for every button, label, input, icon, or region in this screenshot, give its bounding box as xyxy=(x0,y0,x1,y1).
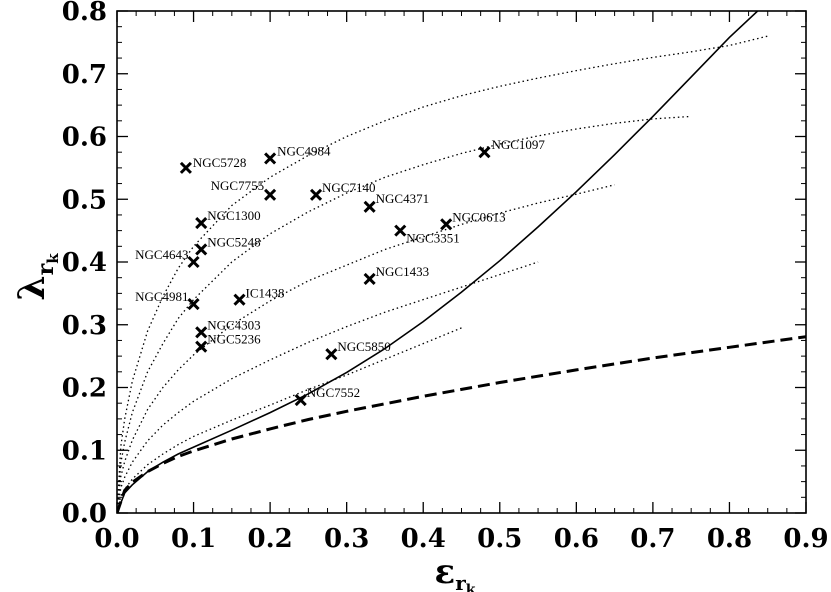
data-point: NGC5850 xyxy=(325,339,391,361)
data-point: NGC5248 xyxy=(195,234,261,256)
data-point: NGC3351 xyxy=(394,224,460,246)
x-tick-label: 0.8 xyxy=(707,524,752,554)
x-marker xyxy=(325,348,338,361)
data-point: NGC4643 xyxy=(135,247,200,269)
dotted-curve-2 xyxy=(117,35,768,513)
dotted-curve-3 xyxy=(117,115,692,513)
dotted-curve-4 xyxy=(117,184,615,513)
data-point: NGC1300 xyxy=(195,208,261,230)
x-tick-label: 0.4 xyxy=(401,524,446,554)
x-tick-label: 0.9 xyxy=(783,524,828,554)
x-marker xyxy=(478,146,491,159)
x-marker xyxy=(187,297,200,311)
x-tick-label: 0.2 xyxy=(247,524,292,554)
x-marker xyxy=(309,188,323,201)
x-tick-label: 0.5 xyxy=(477,524,522,554)
axes-layer xyxy=(116,10,807,514)
point-label: NGC1097 xyxy=(491,137,545,152)
data-point: NGC4984 xyxy=(264,143,331,165)
data-point: NGC5728 xyxy=(179,155,246,174)
x-marker xyxy=(187,255,200,269)
data-point: NGC4981 xyxy=(135,289,200,311)
x-marker xyxy=(195,243,208,256)
point-label: NGC4371 xyxy=(376,191,429,206)
x-tick-label: 0.7 xyxy=(630,524,675,554)
x-marker xyxy=(195,340,208,353)
point-label: NGC7140 xyxy=(322,180,375,195)
point-label: NGC1433 xyxy=(376,264,429,279)
x-tick-label: 0.3 xyxy=(324,524,369,554)
tick-labels-layer: 0.0 0.1 0.2 0.3 0.4 0.5 0.6 0.7 0.8 0.9 0.0 0.1 0.2 0… xyxy=(62,0,829,554)
data-point: NGC4303 xyxy=(195,317,261,339)
x-marker xyxy=(195,326,208,339)
dashed-curve-1 xyxy=(117,335,806,513)
y-tick-label: 0.5 xyxy=(62,185,107,215)
x-tick-label: 0.6 xyxy=(554,524,599,554)
y-tick-label: 0.1 xyxy=(62,436,107,466)
point-label: IC1438 xyxy=(245,286,284,301)
x-marker xyxy=(179,161,192,174)
point-label: NGC5850 xyxy=(337,339,390,354)
data-point: NGC0613 xyxy=(440,209,506,231)
point-label: NGC4984 xyxy=(277,143,331,158)
y-tick-label: 0.4 xyxy=(62,248,107,278)
y-axis-title: λrk xyxy=(11,253,62,301)
x-marker xyxy=(233,293,246,306)
point-label: NGC1300 xyxy=(207,208,260,223)
data-point: NGC5236 xyxy=(195,332,261,353)
point-label: NGC4303 xyxy=(207,317,260,332)
point-label: NGC4643 xyxy=(135,247,188,262)
dotted-curve-6 xyxy=(117,327,462,513)
data-point: IC1438 xyxy=(233,286,284,306)
data-point: NGC4371 xyxy=(363,191,429,213)
data-point: NGC7140 xyxy=(309,180,375,201)
data-point: NGC7755 xyxy=(211,178,277,201)
dotted-curve-5 xyxy=(117,261,539,513)
x-marker xyxy=(363,200,376,213)
point-label: NGC3351 xyxy=(406,231,459,246)
x-marker xyxy=(394,224,407,237)
point-label: NGC7552 xyxy=(307,385,360,400)
point-label: NGC5236 xyxy=(207,332,261,347)
point-label: NGC5248 xyxy=(207,234,260,249)
x-marker xyxy=(264,188,277,201)
point-label: NGC7755 xyxy=(211,178,264,193)
y-tick-label: 0.0 xyxy=(62,499,107,529)
y-tick-label: 0.7 xyxy=(62,60,107,90)
data-point: NGC7552 xyxy=(294,385,360,407)
plot-frame xyxy=(116,10,807,514)
x-marker xyxy=(294,393,307,407)
curves-layer xyxy=(117,11,806,513)
solid-curve-0 xyxy=(117,11,791,513)
x-marker xyxy=(363,272,376,286)
data-point: NGC1433 xyxy=(363,264,429,286)
x-axis-title: εrk xyxy=(435,552,476,592)
x-marker xyxy=(264,152,277,165)
x-tick-label: 0.1 xyxy=(171,524,216,554)
y-tick-label: 0.2 xyxy=(62,374,107,404)
point-label: NGC0613 xyxy=(452,209,505,224)
x-marker xyxy=(440,218,453,231)
point-label: NGC5728 xyxy=(193,155,246,170)
x-marker xyxy=(195,217,208,230)
x-tick-label: 0.0 xyxy=(94,524,139,554)
y-tick-label: 0.8 xyxy=(62,0,107,27)
y-tick-label: 0.3 xyxy=(62,311,107,341)
y-tick-label: 0.6 xyxy=(62,123,107,153)
point-label: NGC4981 xyxy=(135,289,188,304)
data-point: NGC1097 xyxy=(478,137,545,159)
